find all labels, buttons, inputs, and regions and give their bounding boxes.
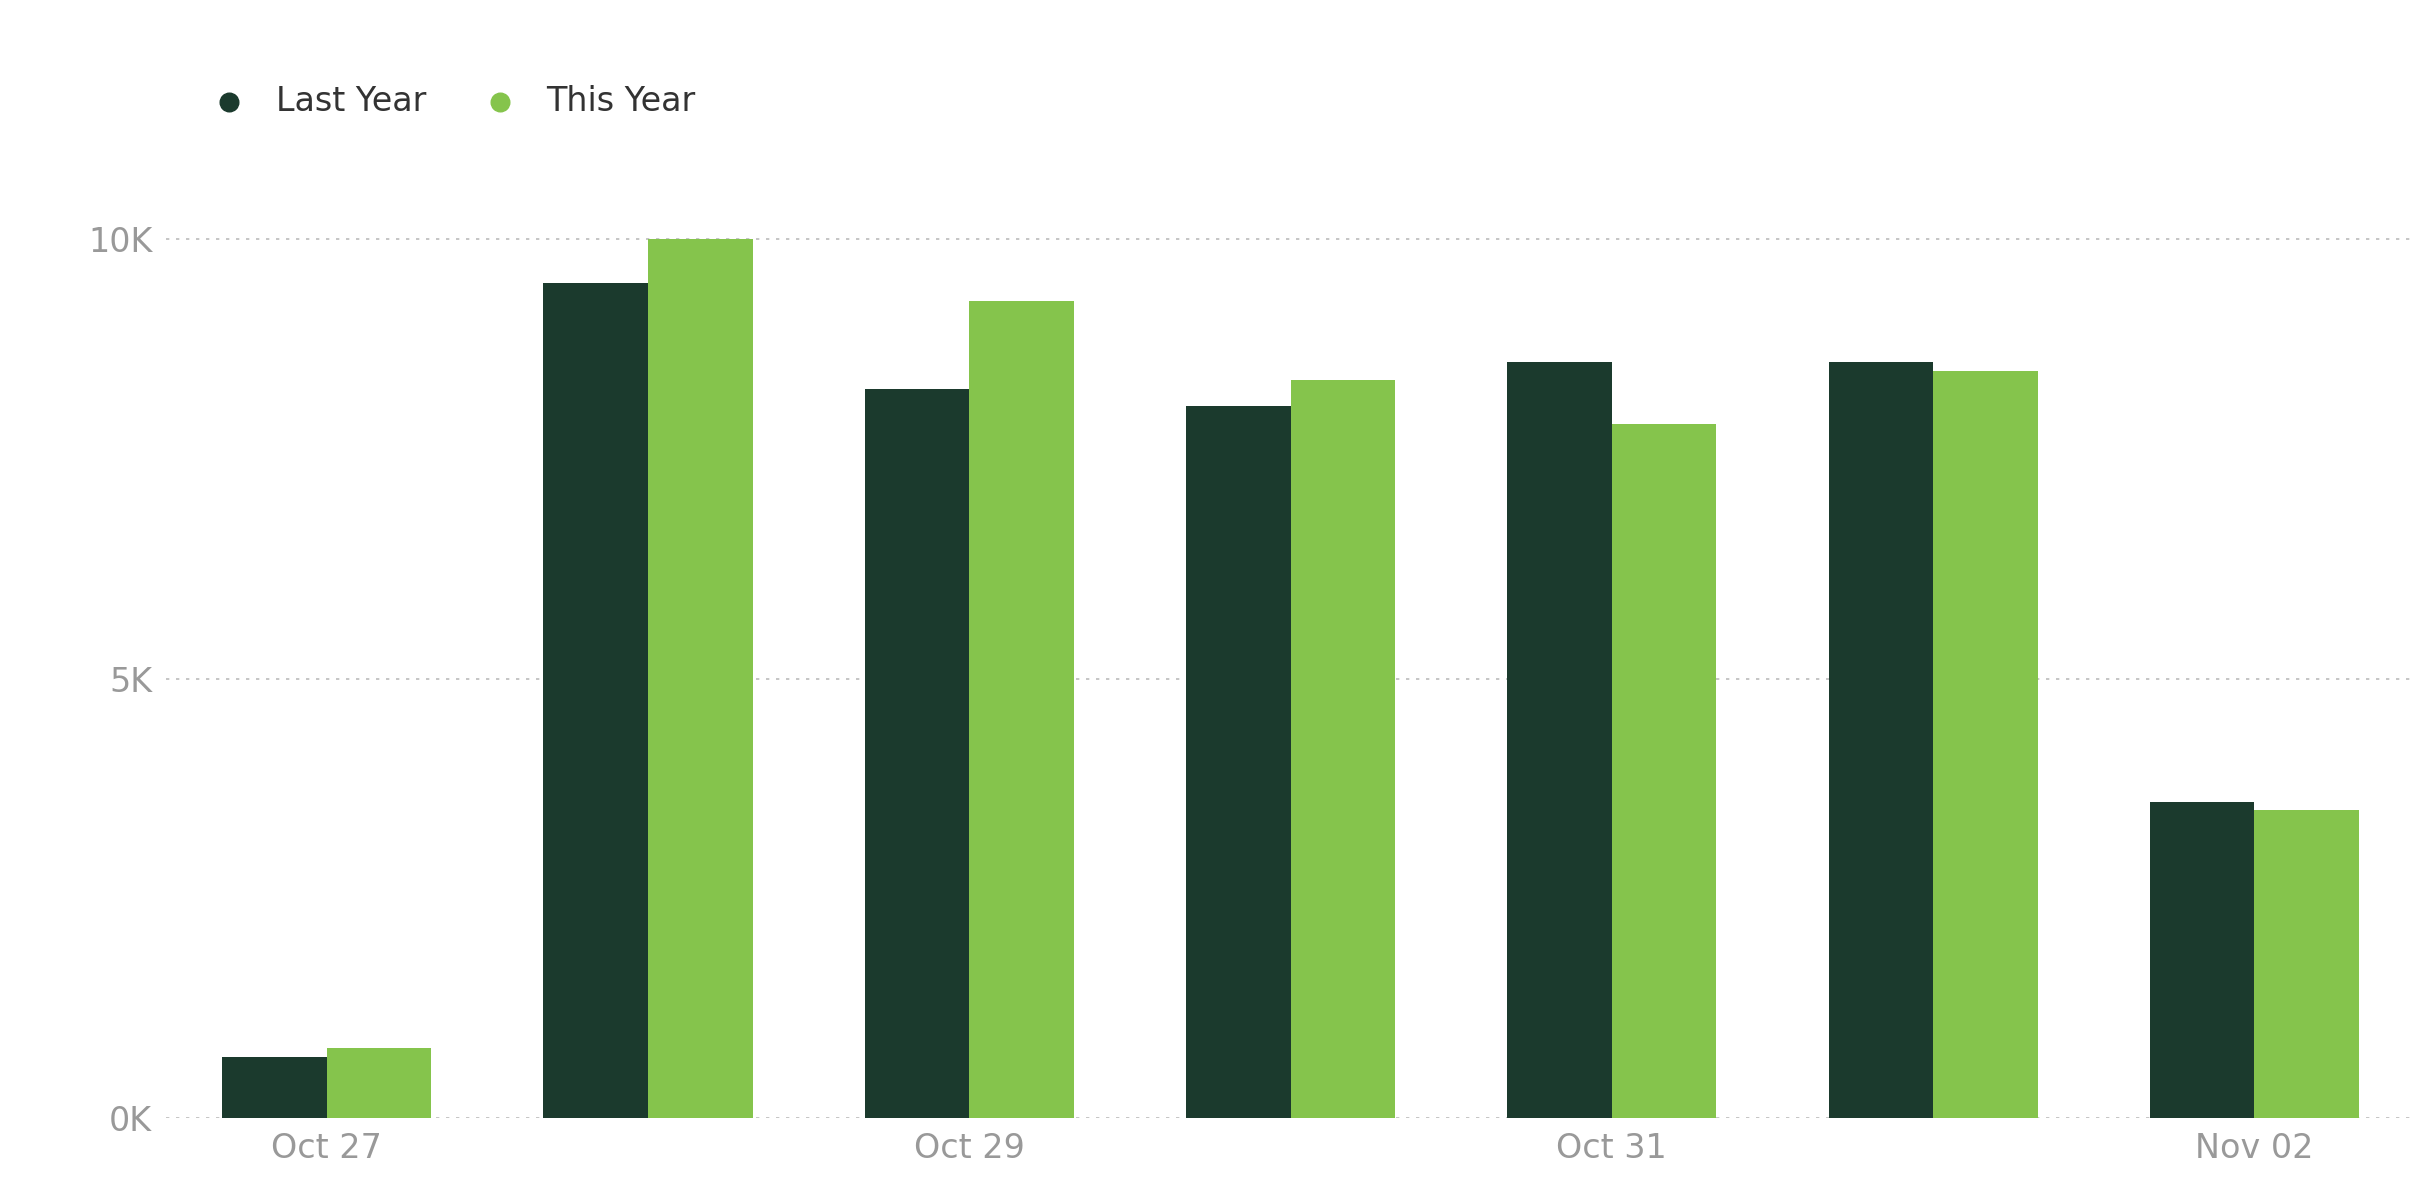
Bar [221,1056,326,1119]
Bar [2151,802,2255,1119]
Bar [1186,406,1290,1119]
Bar [544,283,649,1119]
Bar [1934,371,2039,1119]
Bar [1507,362,1611,1119]
Bar [1611,424,1716,1119]
Bar [970,301,1074,1119]
Bar [1290,379,1395,1119]
Bar [865,389,970,1119]
Bar [1827,362,1934,1119]
Bar [649,240,753,1119]
Bar [326,1047,433,1119]
Legend: Last Year, This Year: Last Year, This Year [182,71,710,131]
Bar [2255,810,2360,1119]
